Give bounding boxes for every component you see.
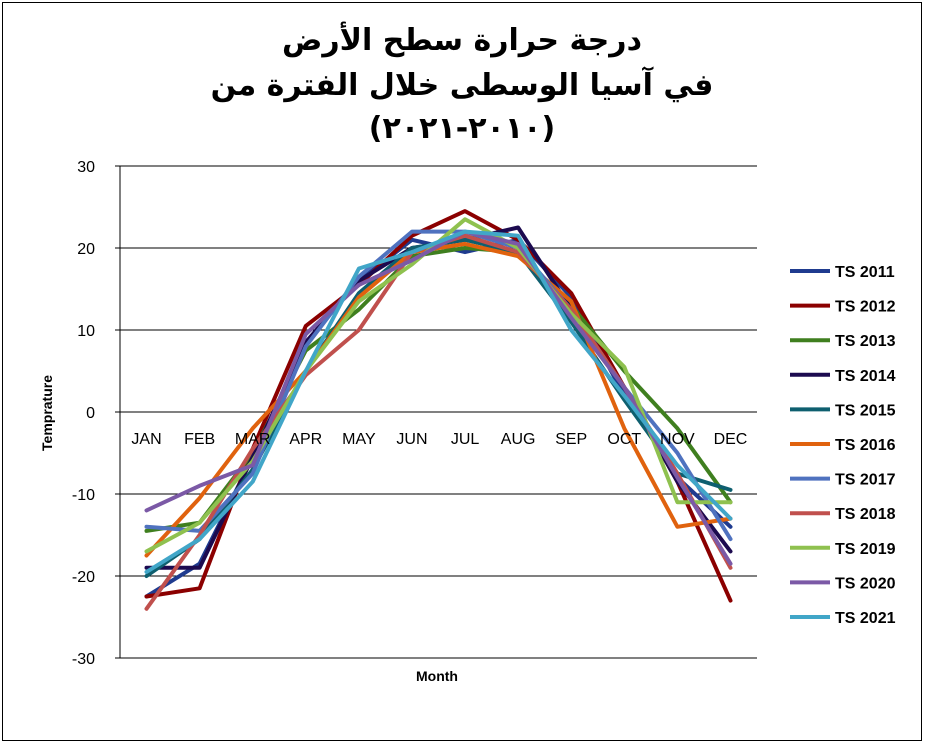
y-axis-title: Temprature <box>39 375 55 451</box>
x-tick-label: OCT <box>607 431 641 448</box>
y-tick-labels: 30 20 10 0 -10 -20 -30 <box>72 159 95 668</box>
legend-label: TS 2012 <box>835 299 896 316</box>
chart-title-line-1: درجة حرارة سطح الأرض <box>282 21 642 58</box>
x-axis-title: Month <box>416 668 458 684</box>
x-tick-label: JUL <box>451 431 480 448</box>
chart-title-line-3: (٢٠١٠-٢٠٢١) <box>369 111 555 146</box>
legend-label: TS 2017 <box>835 472 896 489</box>
legend-label: TS 2015 <box>835 402 896 419</box>
chart-title: درجة حرارة سطح الأرض في آسيا الوسطى خلال… <box>211 21 714 146</box>
x-tick-label: DEC <box>714 431 748 448</box>
chart-title-line-2: في آسيا الوسطى خلال الفترة من <box>211 66 714 103</box>
x-tick-label: MAY <box>342 431 376 448</box>
legend: TS 2011 TS 2012 TS 2013 TS 2014 TS 2015 TS 20… <box>790 264 896 627</box>
y-tick-label: 10 <box>77 323 95 340</box>
legend-label: TS 2016 <box>835 437 896 454</box>
legend-label: TS 2021 <box>835 610 896 627</box>
series-line <box>144 229 733 566</box>
x-tick-label: APR <box>289 431 322 448</box>
series-line <box>144 246 733 533</box>
x-tick-label: JAN <box>131 431 161 448</box>
x-tick-label: JUN <box>396 431 427 448</box>
x-tick-label: AUG <box>501 431 536 448</box>
y-tick-label: 20 <box>77 241 95 258</box>
y-tick-label: -30 <box>72 651 95 668</box>
series-line <box>144 229 733 574</box>
y-tick-label: 30 <box>77 159 95 176</box>
x-tick-label: FEB <box>184 431 215 448</box>
x-tick-labels: JAN FEB MAR APR MAY JUN JUL AUG SEP OCT NOV DEC <box>131 431 747 448</box>
legend-label: TS 2014 <box>835 368 896 385</box>
series-line <box>144 241 733 558</box>
axes <box>115 165 121 659</box>
legend-label: TS 2011 <box>835 264 895 281</box>
x-tick-label: MAR <box>235 431 271 448</box>
legend-label: TS 2018 <box>835 506 896 523</box>
y-tick-label: 0 <box>86 405 95 422</box>
y-tick-label: -10 <box>72 487 95 504</box>
legend-label: TS 2019 <box>835 541 896 558</box>
x-tick-label: SEP <box>555 431 587 448</box>
series-line <box>144 225 733 570</box>
series-line <box>144 209 733 603</box>
legend-label: TS 2020 <box>835 575 896 592</box>
legend-label: TS 2013 <box>835 333 896 350</box>
y-tick-label: -20 <box>72 569 95 586</box>
x-tick-label: NOV <box>660 431 695 448</box>
series-lines <box>144 209 733 611</box>
series-line <box>144 229 733 542</box>
